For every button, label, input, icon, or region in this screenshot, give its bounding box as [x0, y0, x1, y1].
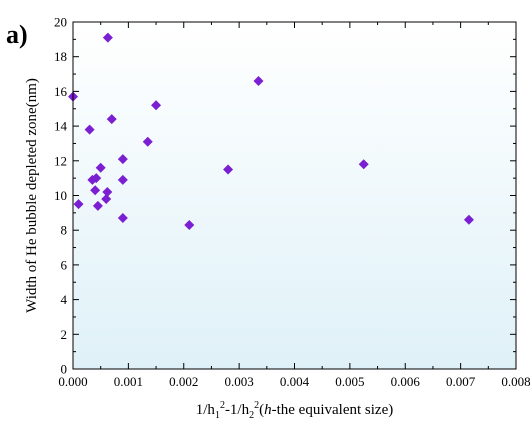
data-point: [102, 187, 113, 198]
panel-label: a): [6, 20, 28, 49]
y-tick-label: 6: [61, 257, 68, 272]
data-points: [68, 32, 474, 230]
y-tick-label: 8: [61, 223, 68, 238]
y-tick-label: 18: [54, 49, 67, 64]
x-tick-label: 0.004: [280, 374, 310, 389]
data-point: [117, 154, 128, 165]
tick-labels: 0.000 0.001 0.002 0.003 0.004 0.005 0.006 0.007…: [54, 15, 530, 390]
data-point: [102, 32, 113, 43]
y-tick-label: 14: [54, 119, 68, 134]
y-tick-label: 2: [61, 327, 68, 342]
data-point: [142, 136, 153, 147]
data-point: [106, 114, 117, 125]
data-point: [84, 124, 95, 135]
data-point: [91, 173, 102, 184]
data-point: [90, 185, 101, 196]
data-point: [223, 164, 234, 175]
x-tick-label: 0.005: [335, 374, 364, 389]
x-tick-label: 0.006: [391, 374, 421, 389]
data-point: [253, 75, 264, 86]
data-point: [101, 193, 112, 204]
x-tick-label: 0.007: [446, 374, 476, 389]
data-point: [184, 219, 195, 230]
data-point: [73, 199, 84, 210]
data-point: [117, 174, 128, 185]
x-tick-label: 0.008: [501, 374, 530, 389]
x-tick-label: 0.001: [114, 374, 143, 389]
y-axis-title: Width of He bubble depleted zone(nm): [24, 78, 40, 313]
plot-frame: [72, 21, 517, 370]
y-tick-label: 12: [54, 153, 67, 168]
y-tick-label: 4: [61, 292, 68, 307]
plot-area: [73, 22, 516, 369]
y-tick-label: 0: [61, 362, 68, 377]
data-point: [151, 100, 162, 111]
y-tick-label: 20: [54, 15, 67, 30]
x-tick-label: 0.000: [58, 374, 87, 389]
data-point: [117, 213, 128, 224]
x-tick-label: 0.002: [169, 374, 198, 389]
data-point: [92, 200, 103, 211]
data-point: [95, 162, 106, 173]
y-tick-label: 16: [54, 84, 68, 99]
x-tick-label: 0.003: [225, 374, 254, 389]
data-point: [358, 159, 369, 170]
y-tick-label: 10: [54, 188, 67, 203]
data-point: [463, 214, 474, 225]
x-axis-title: 1/h12-1/h22(h-the equivalent size): [196, 400, 393, 421]
